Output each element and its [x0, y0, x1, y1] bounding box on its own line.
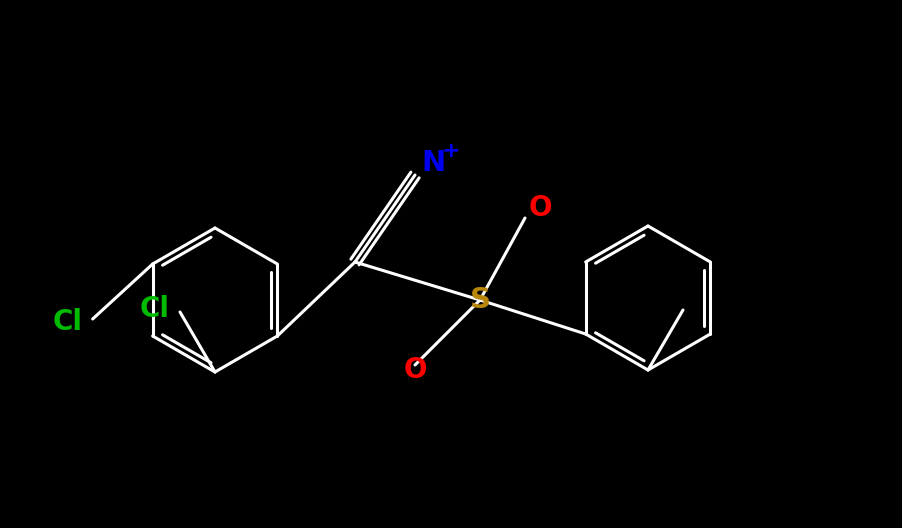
Text: N: N: [421, 149, 445, 177]
Text: S: S: [470, 286, 491, 314]
Text: Cl: Cl: [52, 308, 83, 336]
Text: Cl: Cl: [140, 295, 170, 323]
Text: +: +: [442, 141, 460, 161]
Text: O: O: [403, 356, 427, 384]
Text: O: O: [529, 194, 552, 222]
